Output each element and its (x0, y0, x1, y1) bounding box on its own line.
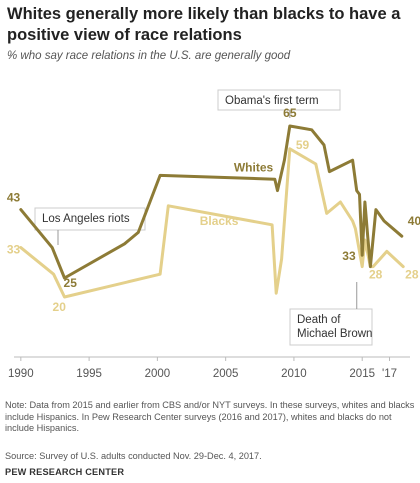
data-label-blacks: 28 (405, 268, 419, 282)
x-tick-label: 1990 (8, 368, 34, 380)
data-label-blacks: 20 (53, 300, 67, 314)
series-layer (19, 124, 405, 299)
x-tick-label: 2005 (213, 368, 239, 380)
annotation-layer: Obama's first term Los Angeles riots Death… (34, 89, 373, 346)
label-layer: Whites Blacks 43 25 65 33 40 33 20 59 28 28 (7, 106, 420, 314)
chart-note: Note: Data from 2015 and earlier from CB… (5, 400, 415, 435)
x-tick-label: 2010 (281, 368, 307, 380)
chart-subtitle: % who say race relations in the U.S. are… (7, 50, 291, 62)
annotation-box (289, 308, 373, 346)
annotation-callout: Los Angeles riots (34, 207, 146, 245)
data-label-whites: 43 (7, 191, 21, 205)
x-axis-ticks: 1990 1995 2000 2005 2010 2015 '17 (8, 357, 397, 380)
data-label-whites: 25 (64, 276, 78, 290)
organization-logo-text: PEW RESEARCH CENTER (5, 467, 125, 477)
data-label-whites: 65 (283, 106, 297, 120)
chart-title: Whites generally more likely than blacks… (7, 5, 401, 44)
series-label-whites: Whites (234, 161, 274, 175)
x-tick-label: 2015 (349, 368, 375, 380)
annotation-text: Obama's first term (225, 95, 319, 107)
data-label-whites: 33 (342, 249, 356, 263)
annotation-callout: Obama's first term (217, 89, 341, 118)
data-label-whites: 40 (408, 214, 420, 228)
data-label-blacks: 28 (369, 268, 383, 282)
data-label-blacks: 59 (296, 138, 310, 152)
annotation-text: Michael Brown (297, 328, 372, 340)
x-tick-label: '17 (382, 368, 397, 380)
line-chart: 1990 1995 2000 2005 2010 2015 '17 Obama's firs… (7, 89, 420, 380)
annotation-callout: Death of Michael Brown (289, 282, 373, 346)
data-label-blacks: 33 (7, 243, 21, 257)
chart-source: Source: Survey of U.S. adults conducted … (5, 451, 262, 461)
annotation-box (217, 89, 341, 111)
annotation-text: Death of (297, 314, 341, 326)
note-text: Note: Data from 2015 and earlier from CB… (5, 400, 415, 434)
x-tick-label: 1995 (76, 368, 102, 380)
x-tick-label: 2000 (145, 368, 171, 380)
series-line-whites (19, 124, 404, 280)
series-label-blacks: Blacks (200, 214, 239, 228)
annotation-text: Los Angeles riots (42, 213, 130, 225)
